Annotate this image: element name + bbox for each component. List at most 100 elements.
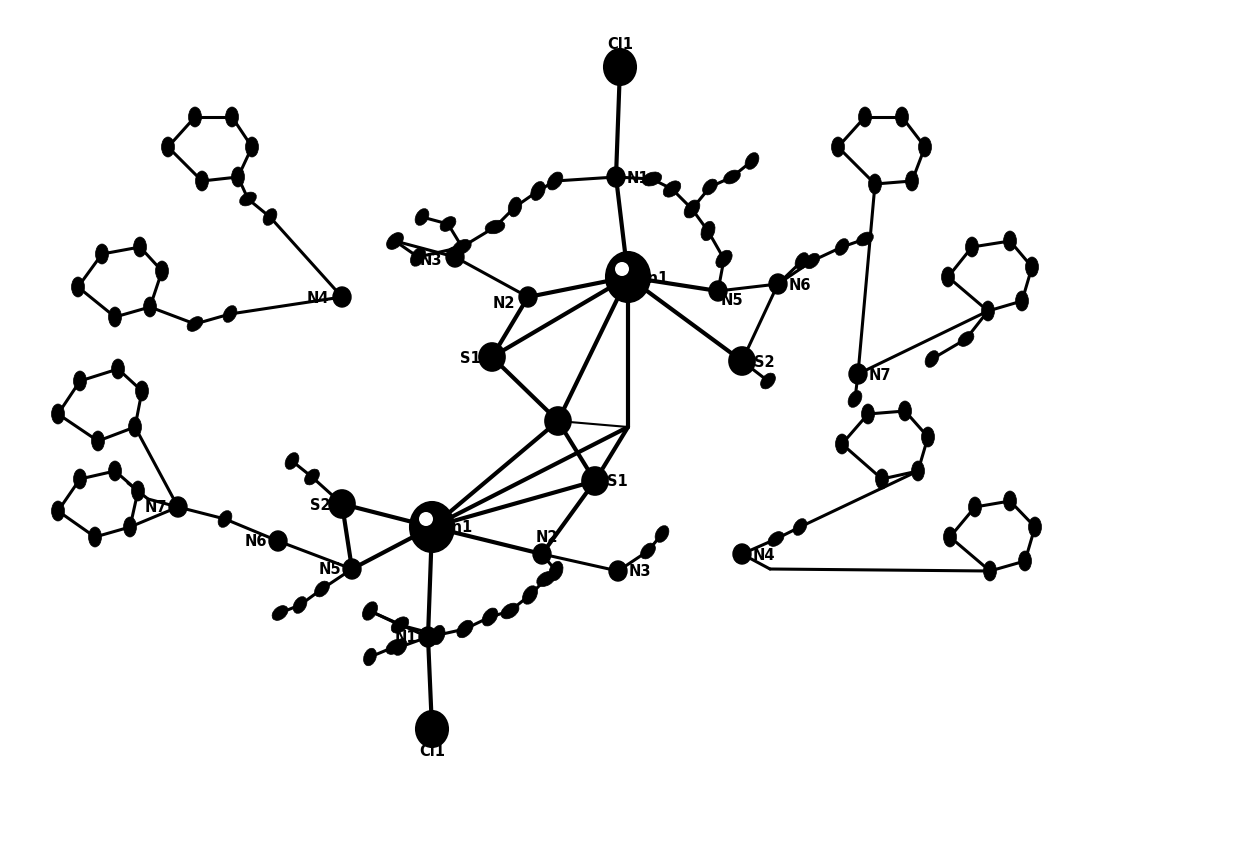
Ellipse shape [131,481,145,501]
Ellipse shape [272,606,288,620]
Ellipse shape [832,138,844,158]
Text: S2: S2 [754,354,774,369]
Text: Cl1: Cl1 [419,744,445,759]
Ellipse shape [161,138,175,158]
Text: N2: N2 [536,529,558,544]
Text: N4: N4 [306,290,330,306]
Ellipse shape [925,351,939,368]
Ellipse shape [745,154,759,170]
Ellipse shape [315,582,330,598]
Ellipse shape [196,172,208,192]
Ellipse shape [703,180,718,196]
Ellipse shape [549,561,563,581]
Ellipse shape [968,497,982,517]
Ellipse shape [1003,232,1017,252]
Ellipse shape [1018,551,1032,571]
Text: N5: N5 [720,292,743,307]
Ellipse shape [609,561,627,582]
Ellipse shape [715,251,732,268]
Ellipse shape [95,245,109,265]
Ellipse shape [684,201,699,219]
Ellipse shape [52,404,64,425]
Text: N2: N2 [492,295,516,310]
Ellipse shape [479,344,505,371]
Ellipse shape [392,617,409,633]
Ellipse shape [155,262,169,282]
Ellipse shape [805,254,820,269]
Ellipse shape [982,301,994,322]
Ellipse shape [921,428,935,447]
Ellipse shape [419,627,436,647]
Ellipse shape [547,173,563,191]
Ellipse shape [410,502,454,552]
Ellipse shape [615,262,629,277]
Ellipse shape [655,526,668,543]
Ellipse shape [919,138,931,158]
Ellipse shape [1028,517,1042,538]
Ellipse shape [868,175,882,195]
Ellipse shape [724,171,740,185]
Ellipse shape [895,108,909,127]
Ellipse shape [905,172,919,192]
Ellipse shape [109,462,122,481]
Text: N6: N6 [789,277,811,292]
Ellipse shape [73,371,87,392]
Ellipse shape [453,241,471,255]
Text: N6: N6 [244,534,268,549]
Ellipse shape [73,469,87,490]
Ellipse shape [537,571,556,587]
Ellipse shape [362,602,377,620]
Ellipse shape [169,497,187,517]
Text: Cl1: Cl1 [608,36,632,51]
Ellipse shape [862,404,874,425]
Ellipse shape [440,218,456,232]
Text: N1: N1 [394,630,418,645]
Ellipse shape [709,282,727,301]
Ellipse shape [769,274,787,295]
Ellipse shape [134,238,146,257]
Ellipse shape [485,221,505,235]
Ellipse shape [334,288,351,307]
Ellipse shape [641,544,656,560]
Ellipse shape [246,138,258,158]
Ellipse shape [415,209,429,226]
Ellipse shape [52,501,64,522]
Ellipse shape [911,462,925,481]
Ellipse shape [663,181,681,197]
Ellipse shape [608,168,625,187]
Ellipse shape [701,222,715,241]
Ellipse shape [393,639,407,656]
Ellipse shape [966,238,978,257]
Ellipse shape [582,468,608,495]
Ellipse shape [1016,292,1028,311]
Ellipse shape [329,490,355,518]
Text: N3: N3 [420,252,443,268]
Ellipse shape [1003,491,1017,511]
Ellipse shape [226,108,238,127]
Ellipse shape [531,182,546,201]
Ellipse shape [124,517,136,538]
Ellipse shape [604,50,636,86]
Ellipse shape [305,469,320,485]
Ellipse shape [88,528,102,548]
Text: N7: N7 [869,367,892,382]
Text: In1: In1 [642,270,670,285]
Ellipse shape [729,348,755,376]
Ellipse shape [858,108,872,127]
Ellipse shape [188,108,202,127]
Ellipse shape [959,333,973,347]
Ellipse shape [144,298,156,317]
Ellipse shape [432,625,445,645]
Text: S1: S1 [606,474,627,489]
Ellipse shape [606,252,650,303]
Ellipse shape [508,198,522,218]
Ellipse shape [112,360,124,380]
Ellipse shape [857,233,873,246]
Ellipse shape [109,307,122,327]
Ellipse shape [232,168,244,187]
Ellipse shape [129,418,141,437]
Text: In1: In1 [446,520,474,535]
Ellipse shape [522,586,537,604]
Ellipse shape [456,620,474,638]
Text: N7: N7 [145,500,167,515]
